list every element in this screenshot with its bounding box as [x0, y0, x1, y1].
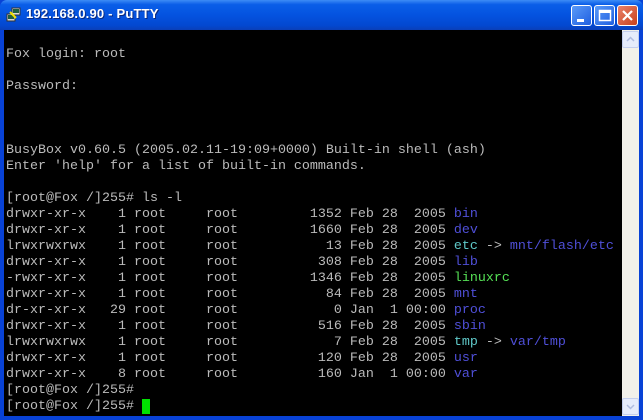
terminal-text: Password: — [6, 79, 78, 94]
window-title: 192.168.0.90 - PuTTY — [26, 6, 159, 21]
minimize-icon — [577, 19, 584, 22]
file-name-dir: mnt/flash/etc — [509, 239, 614, 254]
terminal-line: [root@Fox /]255# — [6, 383, 134, 399]
window-bottom-border — [0, 416, 643, 420]
terminal-line: Password: — [6, 79, 78, 95]
terminal-text: drwxr-xr-x 1 root root 120 Feb 28 2005 — [6, 351, 454, 366]
terminal-text: drwxr-xr-x 1 root root 516 Feb 28 2005 — [6, 319, 454, 334]
maximize-icon — [598, 9, 612, 22]
terminal-text: drwxr-xr-x 1 root root 1660 Feb 28 2005 — [6, 223, 454, 238]
file-name-link: tmp — [453, 335, 478, 350]
terminal-text: lrwxrwxrwx 1 root root 7 Feb 28 2005 — [6, 335, 454, 350]
file-name-dir: bin — [453, 207, 478, 222]
terminal-text: -rwxr-xr-x 1 root root 1346 Feb 28 2005 — [6, 271, 454, 286]
terminal-text: [root@Fox /]255# — [6, 383, 134, 398]
terminal-line: [root@Fox /]255# ls -l — [6, 191, 182, 207]
terminal-text: Enter 'help' for a list of built-in comm… — [6, 159, 366, 174]
file-name-dir: usr — [453, 351, 478, 366]
minimize-button[interactable] — [571, 5, 592, 26]
chevron-down-icon — [626, 404, 635, 410]
file-name-dir: var/tmp — [509, 335, 566, 350]
chevron-up-icon — [626, 36, 635, 42]
file-name-dir: mnt — [453, 287, 478, 302]
terminal-line: BusyBox v0.60.5 (2005.02.11-19:09+0000) … — [6, 143, 486, 159]
file-name-dir: sbin — [453, 319, 486, 334]
terminal-line: drwxr-xr-x 1 root root 1352 Feb 28 2005 … — [6, 207, 478, 223]
terminal-text: drwxr-xr-x 1 root root 84 Feb 28 2005 — [6, 287, 454, 302]
terminal-line: -rwxr-xr-x 1 root root 1346 Feb 28 2005 … — [6, 271, 510, 287]
terminal-area[interactable]: Fox login: root Password: BusyBox v0.60.5 … — [4, 30, 622, 416]
putty-icon[interactable] — [6, 7, 22, 23]
terminal-text: drwxr-xr-x 1 root root 308 Feb 28 2005 — [6, 255, 454, 270]
file-name-dir: lib — [453, 255, 478, 270]
terminal-line: Fox login: root — [6, 47, 126, 63]
terminal-text: drwxr-xr-x 8 root root 160 Jan 1 00:00 — [6, 367, 454, 382]
file-name-exec: linuxrc — [453, 271, 510, 286]
terminal-line: [root@Fox /]255# — [6, 399, 150, 415]
terminal-text: [root@Fox /]255# ls -l — [6, 191, 182, 206]
title-bar[interactable]: 192.168.0.90 - PuTTY — [0, 0, 643, 30]
terminal-line: drwxr-xr-x 1 root root 308 Feb 28 2005 l… — [6, 255, 478, 271]
file-name-link: etc — [453, 239, 478, 254]
terminal-line: Enter 'help' for a list of built-in comm… — [6, 159, 366, 175]
terminal-line: drwxr-xr-x 1 root root 1660 Feb 28 2005 … — [6, 223, 478, 239]
terminal-line: drwxr-xr-x 8 root root 160 Jan 1 00:00 v… — [6, 367, 478, 383]
terminal-line: lrwxrwxrwx 1 root root 7 Feb 28 2005 tmp… — [6, 335, 566, 351]
terminal-text: Fox login: root — [6, 47, 126, 62]
terminal-text: BusyBox v0.60.5 (2005.02.11-19:09+0000) … — [6, 143, 486, 158]
terminal-line: drwxr-xr-x 1 root root 120 Feb 28 2005 u… — [6, 351, 478, 367]
terminal-text: drwxr-xr-x 1 root root 1352 Feb 28 2005 — [6, 207, 454, 222]
terminal-text: [root@Fox /]255# — [6, 399, 142, 414]
vertical-scrollbar[interactable] — [622, 30, 639, 416]
file-name-dir: dev — [453, 223, 478, 238]
file-name-dir: var — [453, 367, 478, 382]
maximize-button[interactable] — [594, 5, 615, 26]
terminal-line: dr-xr-xr-x 29 root root 0 Jan 1 00:00 pr… — [6, 303, 486, 319]
text-cursor — [141, 399, 150, 414]
scroll-up-button[interactable] — [622, 31, 639, 48]
terminal-text: lrwxrwxrwx 1 root root 13 Feb 28 2005 — [6, 239, 454, 254]
terminal-line: drwxr-xr-x 1 root root 516 Feb 28 2005 s… — [6, 319, 486, 335]
file-name-dir: proc — [453, 303, 486, 318]
close-button[interactable] — [617, 5, 638, 26]
terminal-text: -> — [477, 239, 510, 254]
terminal-text: -> — [477, 335, 510, 350]
scroll-down-button[interactable] — [622, 398, 639, 415]
close-icon — [622, 10, 633, 21]
terminal-line: drwxr-xr-x 1 root root 84 Feb 28 2005 mn… — [6, 287, 478, 303]
terminal-line: lrwxrwxrwx 1 root root 13 Feb 28 2005 et… — [6, 239, 614, 255]
terminal-text: dr-xr-xr-x 29 root root 0 Jan 1 00:00 — [6, 303, 454, 318]
